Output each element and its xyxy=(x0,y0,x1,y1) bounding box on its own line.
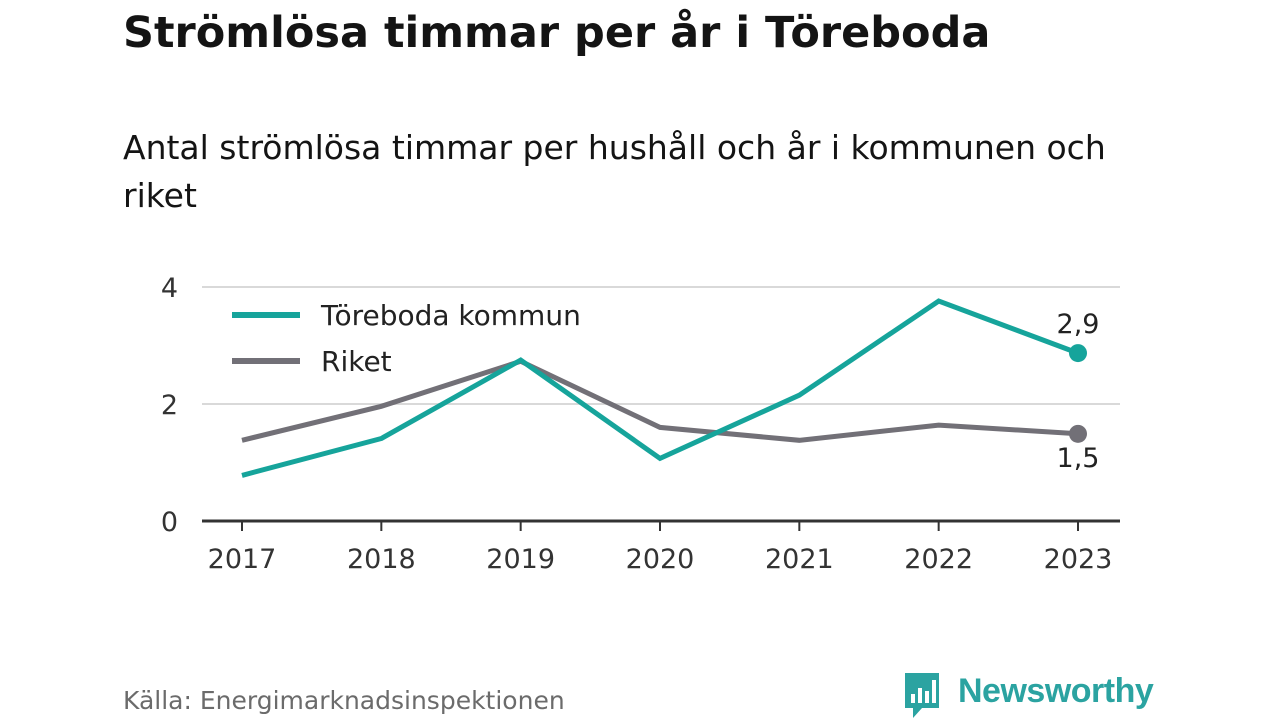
legend-label: Riket xyxy=(321,345,392,378)
x-tick-label: 2020 xyxy=(626,544,695,575)
bar-chart-speech-bubble-icon xyxy=(905,673,939,718)
end-point-marker xyxy=(1069,344,1087,363)
chart-subtitle: Antal strömlösa timmar per hushåll och å… xyxy=(123,128,1106,215)
x-tick-label: 2022 xyxy=(904,544,973,575)
series-line-töreboda-kommun xyxy=(241,298,1079,478)
x-tick-label: 2021 xyxy=(765,544,834,575)
brand-logo: Newsworthy xyxy=(902,670,1154,720)
y-tick-label: 0 xyxy=(161,507,178,538)
source-note: Källa: Energimarknadsinspektionen xyxy=(123,686,565,715)
x-tick-label: 2018 xyxy=(347,544,416,575)
chart-title: Strömlösa timmar per år i Töreboda xyxy=(123,8,991,58)
line-chart: 0 2 4 2017 2018 2019 2020 2021 2022 2023 2,9 1,5 Tör… xyxy=(161,273,1120,575)
y-tick-label: 4 xyxy=(161,273,178,304)
x-tick-label: 2023 xyxy=(1044,544,1113,575)
series-line-riket xyxy=(241,358,1079,443)
x-tick-label: 2019 xyxy=(486,544,555,575)
y-tick-label: 2 xyxy=(161,390,178,421)
data-label: 2,9 xyxy=(1057,309,1100,340)
end-point-marker xyxy=(1069,424,1087,443)
data-label: 1,5 xyxy=(1057,443,1100,474)
brand-name: Newsworthy xyxy=(958,672,1154,710)
x-tick-label: 2017 xyxy=(208,544,277,575)
legend-label: Töreboda kommun xyxy=(320,299,581,332)
